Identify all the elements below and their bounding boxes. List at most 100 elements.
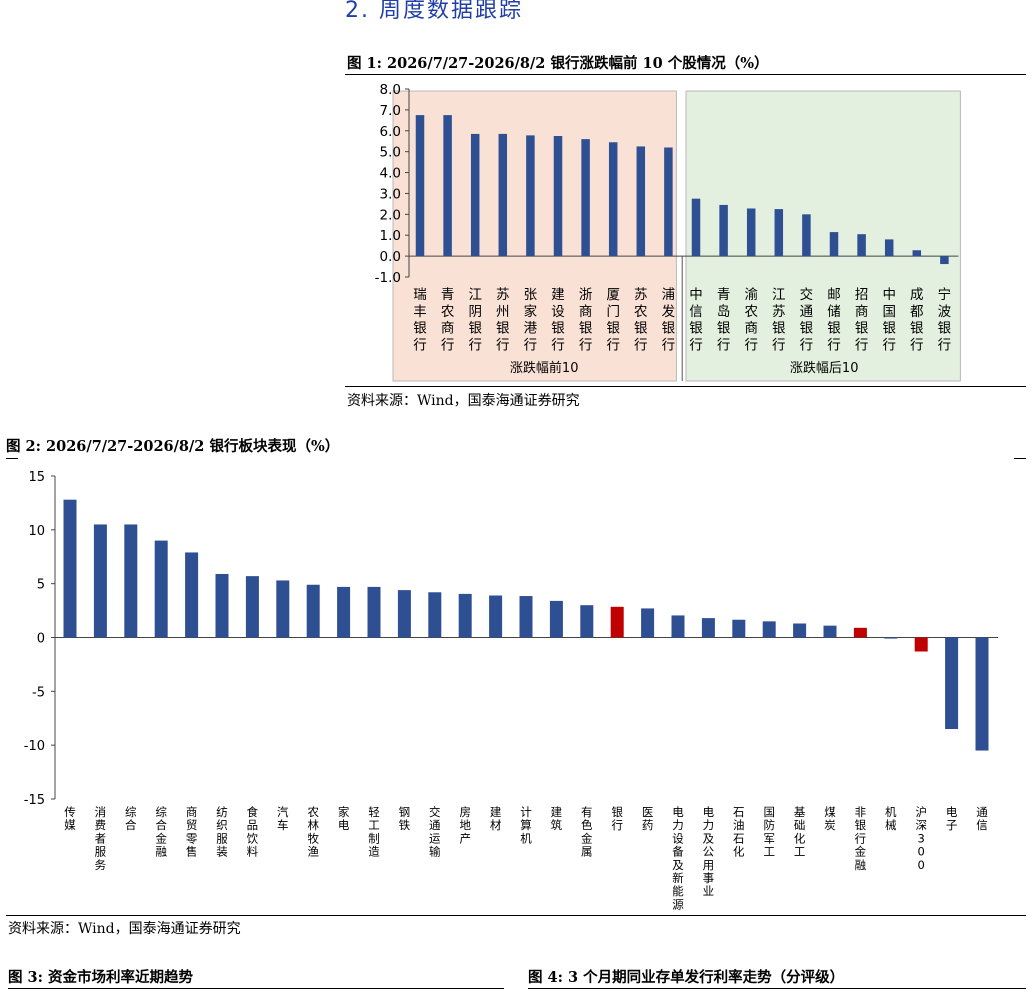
bar-家电 (337, 586, 351, 638)
bar-建设银行 (553, 136, 563, 257)
category-label: 机械 (885, 805, 897, 832)
bar-成都银行 (912, 250, 922, 257)
category-label: 房地产 (459, 805, 471, 845)
y-tick-label: 1.0 (380, 228, 401, 244)
fig2-bottom-rule (6, 915, 1026, 916)
fig3-title: 图 3: 资金市场利率近期趋势 (8, 969, 194, 986)
bar-商贸零售 (185, 552, 199, 638)
bar-江阴银行 (470, 133, 480, 257)
category-label: 苏州银行 (496, 287, 510, 353)
y-tick-label: 0.0 (380, 249, 401, 265)
category-label: 综合金融 (155, 805, 167, 859)
bar-农林牧渔 (306, 584, 320, 638)
section-heading: 2. 周度数据跟踪 (345, 0, 523, 23)
category-label: 农林牧渔 (307, 805, 319, 859)
bar-青农商行 (443, 115, 452, 257)
fig3-top-rule (8, 988, 504, 989)
bar-纺织服装 (215, 573, 229, 638)
category-label: 纺织服装 (216, 805, 228, 859)
bar-汽车 (276, 580, 290, 638)
y-tick-label: 6.0 (380, 124, 401, 140)
bar-中国银行 (884, 239, 894, 257)
bar-房地产 (458, 593, 472, 638)
category-label: 瑞丰银行 (413, 287, 427, 353)
bar-石油石化 (732, 619, 746, 638)
category-label: 江阴银行 (468, 287, 482, 353)
category-label: 中信银行 (689, 287, 703, 353)
y-tick-label: 15 (28, 470, 45, 485)
bar-邮储银行 (829, 232, 839, 257)
category-label: 沪深 3 0 0 (915, 805, 927, 872)
category-label: 电力设备及新能源 (672, 805, 684, 911)
bar-宁波银行 (940, 256, 949, 265)
category-label: 国防军工 (763, 805, 775, 859)
category-label: 家电 (338, 805, 350, 832)
category-label: 招商银行 (855, 287, 869, 353)
bar-交通运输 (428, 592, 442, 638)
y-tick-label: -10 (24, 739, 45, 754)
category-label: 青岛银行 (717, 287, 731, 353)
category-label: 江苏银行 (772, 287, 786, 353)
bar-苏农银行 (636, 146, 646, 257)
bar-轻工制造 (367, 586, 381, 638)
category-label: 通信 (976, 805, 988, 832)
bar-电子 (945, 637, 959, 730)
bar-综合 (124, 524, 138, 638)
category-label: 邮储银行 (827, 287, 841, 353)
fig4-title: 图 4: 3 个月期同业存单发行利率走势（分评级） (528, 969, 845, 986)
category-label: 基础化工 (794, 805, 806, 859)
bar-电力及公用事业 (701, 618, 715, 638)
category-label: 传媒 (64, 805, 76, 832)
category-label: 非银行金融 (855, 805, 867, 872)
bar-计算机 (519, 596, 533, 638)
y-tick-label: 7.0 (380, 103, 401, 119)
bar-建材 (489, 595, 503, 638)
category-label: 消费者服务 (95, 805, 107, 872)
bar-国防军工 (762, 621, 776, 638)
y-tick-label: 8.0 (380, 82, 401, 98)
category-label: 建设银行 (551, 287, 565, 353)
y-tick-label: 10 (28, 524, 45, 539)
y-tick-label: 4.0 (380, 166, 401, 182)
bar-传媒 (63, 499, 77, 638)
fig1-source: 资料来源：Wind，国泰海通证券研究 (347, 393, 580, 409)
y-tick-label: -15 (24, 793, 45, 808)
category-label: 建材 (490, 805, 502, 832)
bar-非银行金融 (853, 627, 867, 638)
fig1-title: 图 1: 2026/7/27-2026/8/2 银行涨跌幅前 10 个股情况（%… (347, 55, 769, 72)
y-tick-label: 5.0 (380, 145, 401, 161)
category-label: 交通运输 (429, 805, 441, 859)
bar-银行 (610, 606, 624, 638)
category-label: 成都银行 (910, 287, 924, 353)
bar-钢铁 (397, 590, 411, 638)
bar-沪深300 (914, 637, 928, 652)
bar-有色金属 (580, 605, 594, 638)
category-label: 有色金属 (581, 805, 593, 859)
bar-通信 (975, 637, 989, 751)
bar-消费者服务 (93, 524, 107, 638)
bar-张家港行 (526, 135, 535, 257)
fig1-bottom-rule (345, 386, 1026, 387)
category-label: 计算机 (520, 805, 532, 845)
bar-电力设备及新能源 (671, 615, 685, 638)
y-tick-label: 3.0 (380, 186, 401, 202)
group-label: 涨跌幅前10 (510, 360, 579, 376)
category-label: 钢铁 (399, 805, 411, 832)
fig1-chart: 8.07.06.05.04.03.02.01.00.0-1.0瑞丰银行青农商行江… (375, 82, 961, 382)
category-label: 轻工制造 (368, 805, 380, 859)
bar-招商银行 (857, 234, 866, 257)
bar-建筑 (549, 600, 563, 638)
category-label: 厦门银行 (606, 287, 620, 353)
category-label: 张家港行 (524, 287, 538, 353)
bar-厦门银行 (608, 142, 618, 257)
y-tick-label: 5 (37, 578, 45, 593)
bar-机械 (884, 637, 898, 639)
category-label: 宁波银行 (938, 286, 952, 353)
bar-江苏银行 (774, 209, 784, 257)
category-label: 综合 (125, 805, 137, 832)
y-tick-label: -5 (32, 685, 45, 700)
bar-浙商银行 (581, 139, 590, 257)
category-label: 中国银行 (882, 287, 896, 353)
group-panel-2 (685, 90, 961, 382)
bar-浦发银行 (664, 147, 673, 257)
